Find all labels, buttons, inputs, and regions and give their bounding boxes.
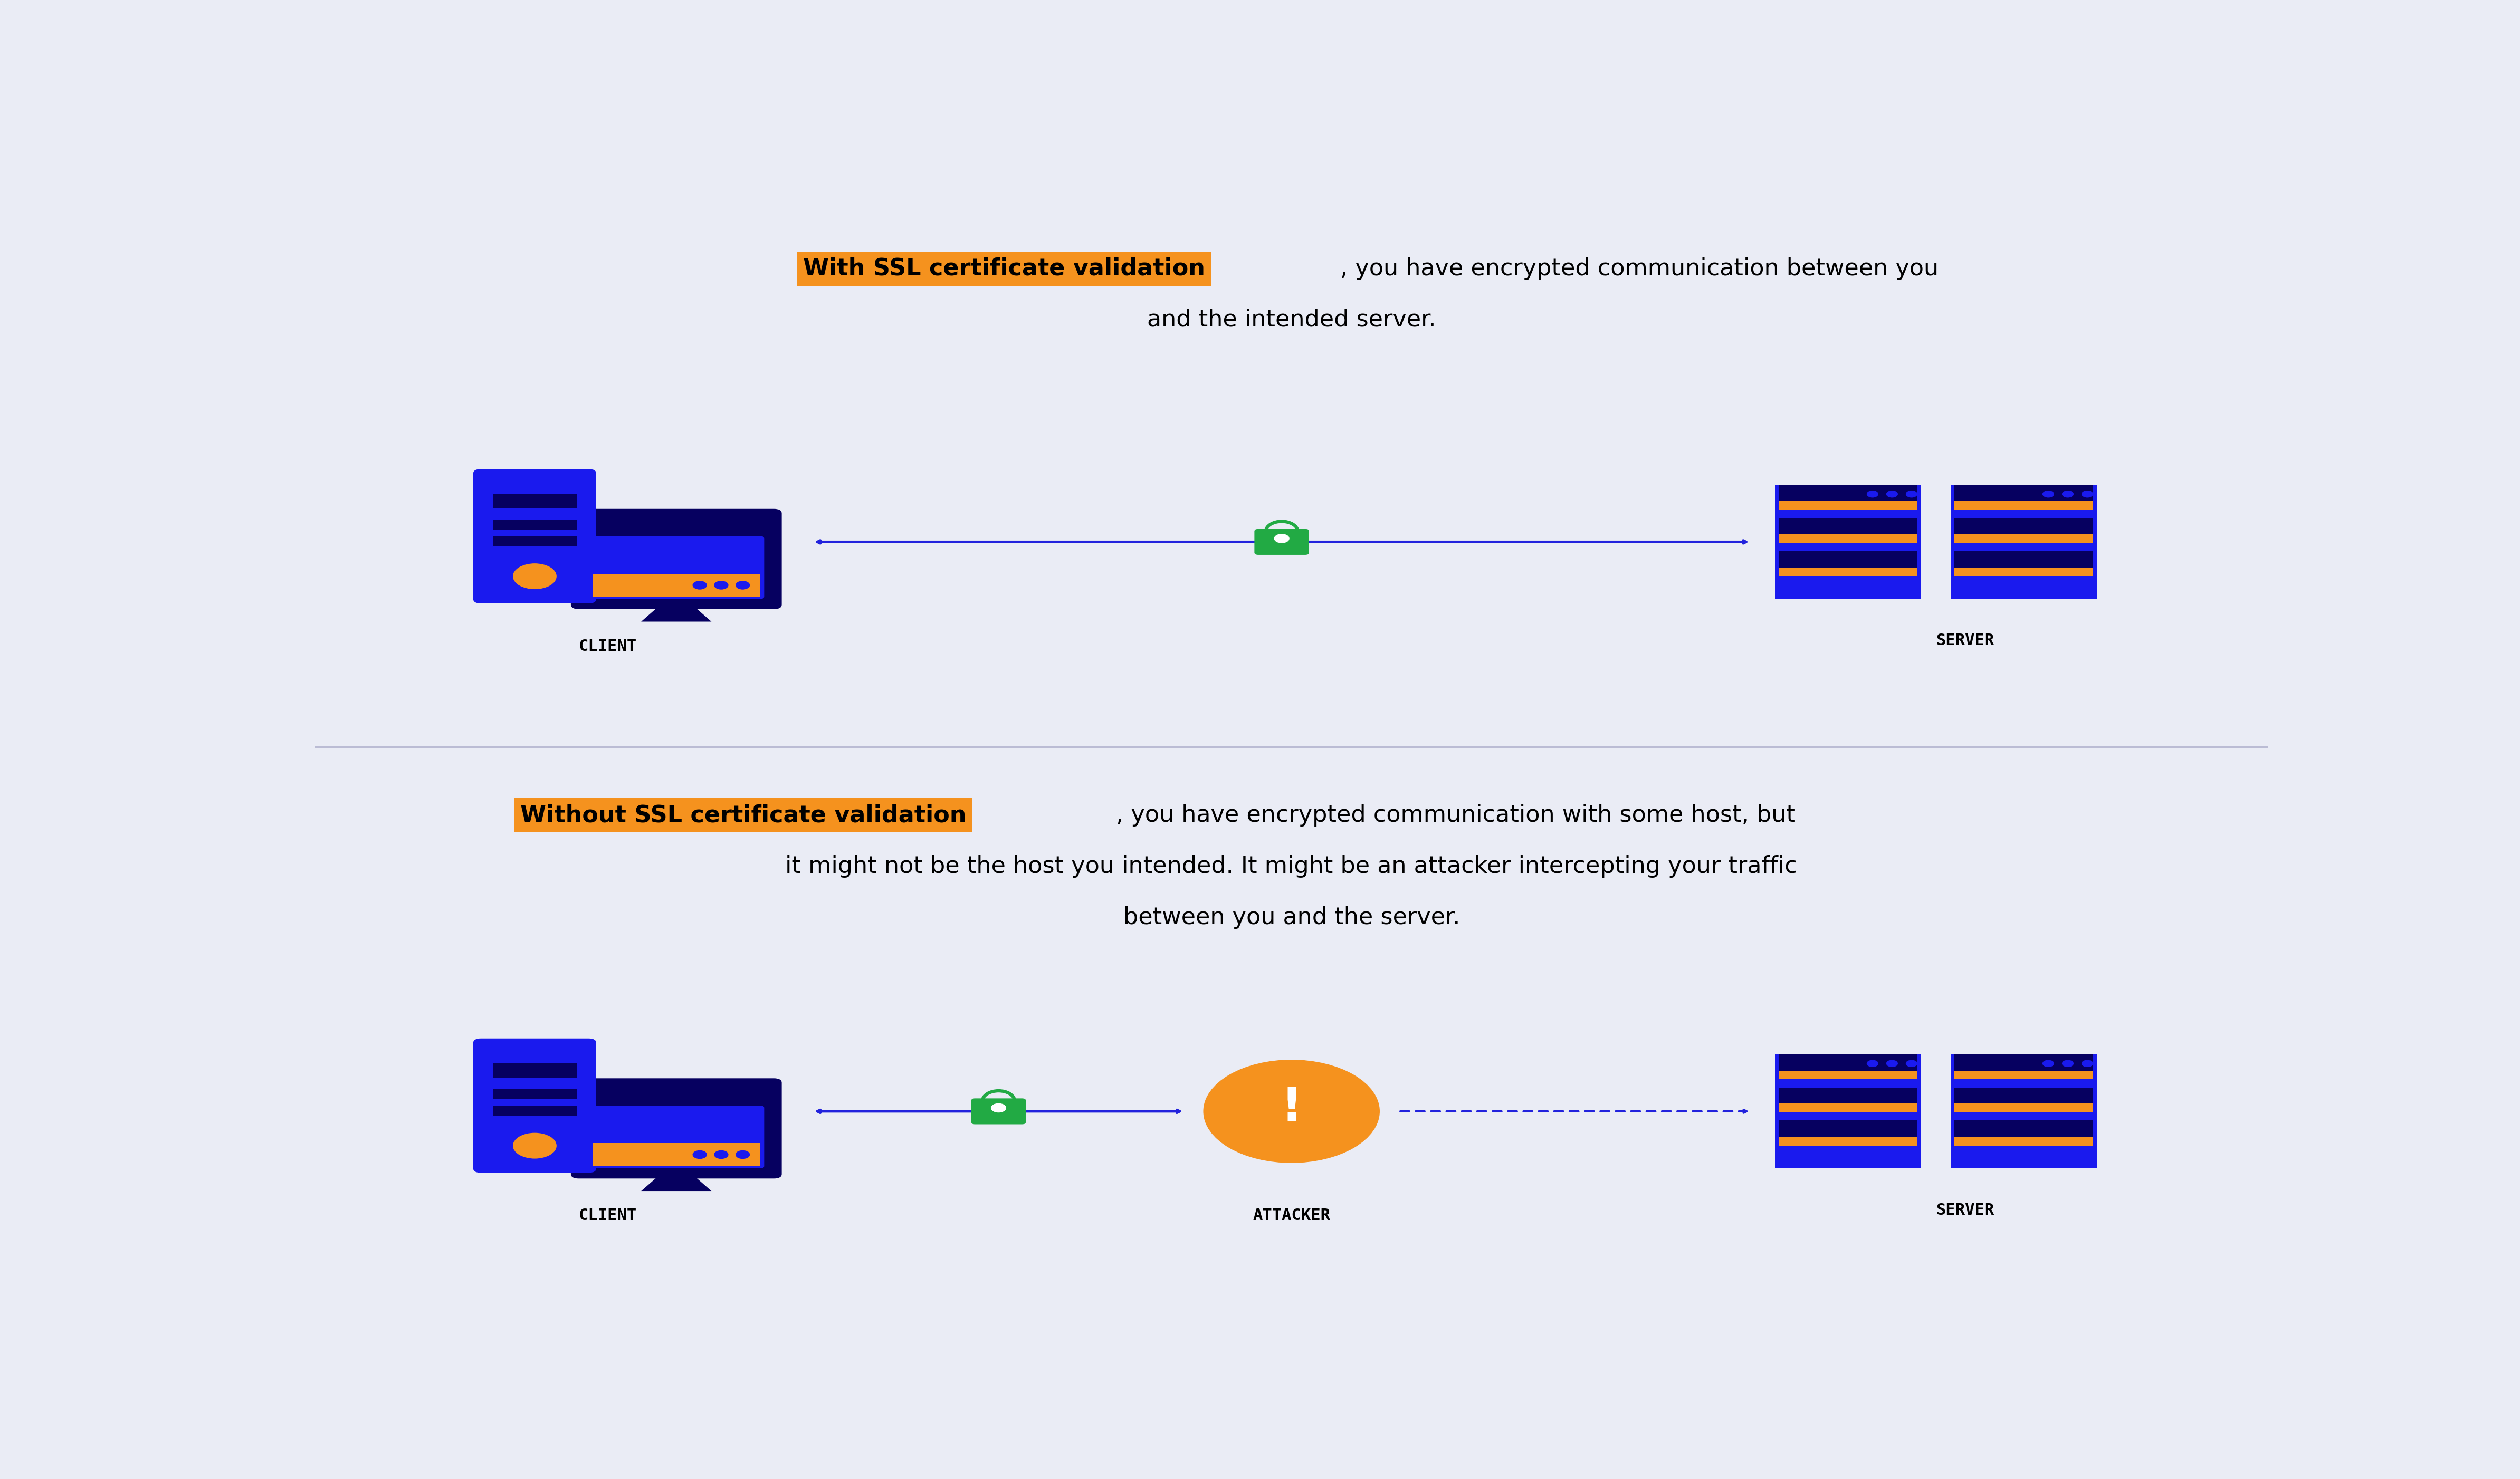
Text: SERVER: SERVER bbox=[1935, 1202, 1993, 1217]
Bar bbox=[1779, 1071, 1918, 1080]
Circle shape bbox=[2082, 1060, 2092, 1066]
Circle shape bbox=[514, 1133, 557, 1158]
Bar bbox=[1956, 485, 2094, 510]
FancyBboxPatch shape bbox=[474, 469, 597, 603]
Bar bbox=[1956, 1071, 2094, 1080]
Bar bbox=[1950, 1055, 2097, 1168]
Circle shape bbox=[713, 581, 728, 589]
FancyBboxPatch shape bbox=[1255, 529, 1308, 555]
Bar bbox=[1956, 1055, 2094, 1080]
Polygon shape bbox=[640, 605, 711, 621]
Circle shape bbox=[1867, 491, 1877, 497]
Circle shape bbox=[990, 1103, 1005, 1112]
FancyBboxPatch shape bbox=[494, 494, 577, 509]
Bar bbox=[1956, 1087, 2094, 1112]
FancyBboxPatch shape bbox=[572, 1078, 781, 1179]
FancyBboxPatch shape bbox=[474, 1038, 597, 1173]
Bar bbox=[592, 574, 761, 596]
Circle shape bbox=[693, 1151, 706, 1158]
FancyBboxPatch shape bbox=[494, 1106, 577, 1115]
Text: !: ! bbox=[1280, 1086, 1303, 1131]
Bar bbox=[592, 1143, 761, 1165]
Circle shape bbox=[1905, 491, 1918, 497]
Text: ATTACKER: ATTACKER bbox=[1252, 1208, 1331, 1223]
Bar bbox=[1956, 552, 2094, 577]
Bar bbox=[1956, 501, 2094, 510]
FancyBboxPatch shape bbox=[572, 509, 781, 609]
Text: SERVER: SERVER bbox=[1935, 633, 1993, 648]
Bar bbox=[1779, 552, 1918, 577]
Circle shape bbox=[736, 1151, 748, 1158]
Bar bbox=[1779, 1055, 1918, 1080]
FancyBboxPatch shape bbox=[494, 1090, 577, 1099]
Text: and the intended server.: and the intended server. bbox=[1147, 309, 1436, 331]
Bar bbox=[1779, 501, 1918, 510]
Circle shape bbox=[1275, 534, 1290, 543]
Bar bbox=[1956, 518, 2094, 543]
FancyBboxPatch shape bbox=[587, 537, 764, 599]
Bar bbox=[1779, 534, 1918, 543]
Bar bbox=[1779, 1087, 1918, 1112]
Circle shape bbox=[2061, 491, 2074, 497]
Bar bbox=[1950, 485, 2097, 599]
FancyBboxPatch shape bbox=[587, 1106, 764, 1168]
Circle shape bbox=[2044, 491, 2054, 497]
Text: , you have encrypted communication with some host, but: , you have encrypted communication with … bbox=[1116, 805, 1794, 827]
Bar bbox=[1779, 485, 1918, 510]
Circle shape bbox=[1887, 491, 1898, 497]
Text: With SSL certificate validation: With SSL certificate validation bbox=[804, 257, 1205, 280]
Bar bbox=[1956, 534, 2094, 543]
Circle shape bbox=[514, 563, 557, 589]
Text: , you have encrypted communication between you: , you have encrypted communication betwe… bbox=[1341, 257, 1938, 280]
Bar bbox=[1774, 485, 1920, 599]
Circle shape bbox=[1205, 1060, 1378, 1162]
Bar bbox=[1779, 568, 1918, 577]
Text: CLIENT: CLIENT bbox=[580, 639, 638, 654]
Bar bbox=[1956, 1121, 2094, 1145]
FancyBboxPatch shape bbox=[970, 1099, 1026, 1124]
Text: it might not be the host you intended. It might be an attacker intercepting your: it might not be the host you intended. I… bbox=[786, 855, 1797, 879]
Bar bbox=[1779, 1103, 1918, 1112]
Circle shape bbox=[1905, 1060, 1918, 1066]
Bar bbox=[1779, 1137, 1918, 1145]
FancyBboxPatch shape bbox=[494, 521, 577, 529]
FancyBboxPatch shape bbox=[494, 537, 577, 546]
Circle shape bbox=[2044, 1060, 2054, 1066]
Bar bbox=[1779, 518, 1918, 543]
Circle shape bbox=[693, 581, 706, 589]
Circle shape bbox=[1867, 1060, 1877, 1066]
Text: Without SSL certificate validation: Without SSL certificate validation bbox=[519, 805, 965, 827]
Bar bbox=[1956, 568, 2094, 577]
Bar bbox=[1774, 1055, 1920, 1168]
Circle shape bbox=[2082, 491, 2092, 497]
Bar bbox=[1956, 1103, 2094, 1112]
Polygon shape bbox=[640, 1174, 711, 1191]
Circle shape bbox=[1887, 1060, 1898, 1066]
Bar bbox=[1779, 1121, 1918, 1145]
Text: between you and the server.: between you and the server. bbox=[1124, 907, 1459, 929]
Text: CLIENT: CLIENT bbox=[580, 1208, 638, 1223]
Circle shape bbox=[2061, 1060, 2074, 1066]
Bar bbox=[1956, 1137, 2094, 1145]
Circle shape bbox=[736, 581, 748, 589]
FancyBboxPatch shape bbox=[494, 1063, 577, 1078]
Circle shape bbox=[713, 1151, 728, 1158]
